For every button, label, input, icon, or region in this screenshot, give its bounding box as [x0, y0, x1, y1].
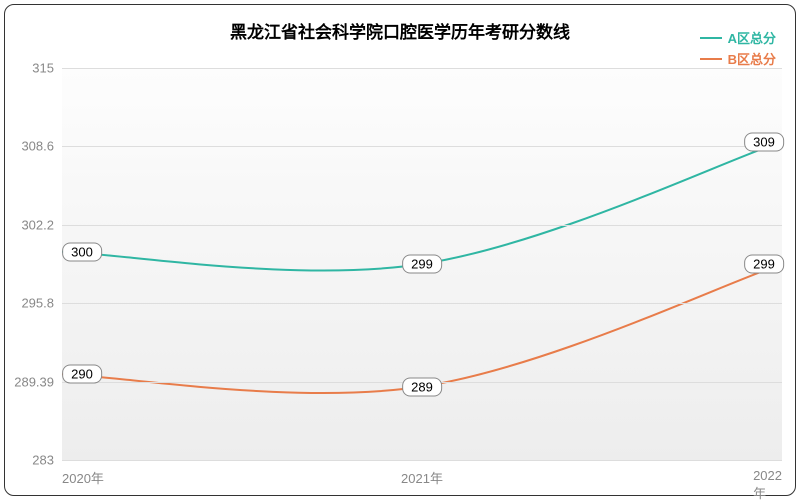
series-line — [62, 264, 782, 393]
series-line — [62, 142, 782, 271]
data-label: 300 — [62, 242, 102, 261]
data-label: 299 — [744, 255, 784, 274]
gridline — [62, 68, 782, 69]
data-label: 309 — [744, 132, 784, 151]
gridline — [62, 225, 782, 226]
data-label: 299 — [402, 255, 442, 274]
legend-label: B区总分 — [728, 49, 776, 68]
legend-item[interactable]: A区总分 — [700, 28, 776, 47]
legend: A区总分 B区总分 — [700, 28, 776, 70]
y-tick-label: 315 — [32, 61, 62, 76]
plot-area: 283289.39295.8302.2308.63152020年2021年202… — [62, 68, 782, 460]
legend-swatch — [700, 58, 722, 60]
chart-container: 黑龙江省社会科学院口腔医学历年考研分数线 A区总分B区总分 283289.392… — [0, 0, 800, 500]
y-tick-label: 308.6 — [21, 139, 62, 154]
legend-label: A区总分 — [728, 28, 776, 47]
y-tick-label: 302.2 — [21, 217, 62, 232]
x-tick-label: 2022年 — [753, 460, 782, 502]
gridline — [62, 303, 782, 304]
data-label: 289 — [402, 377, 442, 396]
legend-item[interactable]: B区总分 — [700, 49, 776, 68]
x-tick-label: 2020年 — [62, 460, 104, 487]
legend-swatch — [700, 37, 722, 39]
x-tick-label: 2021年 — [401, 460, 443, 487]
gridline — [62, 146, 782, 147]
y-tick-label: 289.39 — [14, 374, 62, 389]
y-tick-label: 283 — [32, 453, 62, 468]
chart-title: 黑龙江省社会科学院口腔医学历年考研分数线 — [0, 18, 800, 43]
data-label: 290 — [62, 365, 102, 384]
y-tick-label: 295.8 — [21, 296, 62, 311]
